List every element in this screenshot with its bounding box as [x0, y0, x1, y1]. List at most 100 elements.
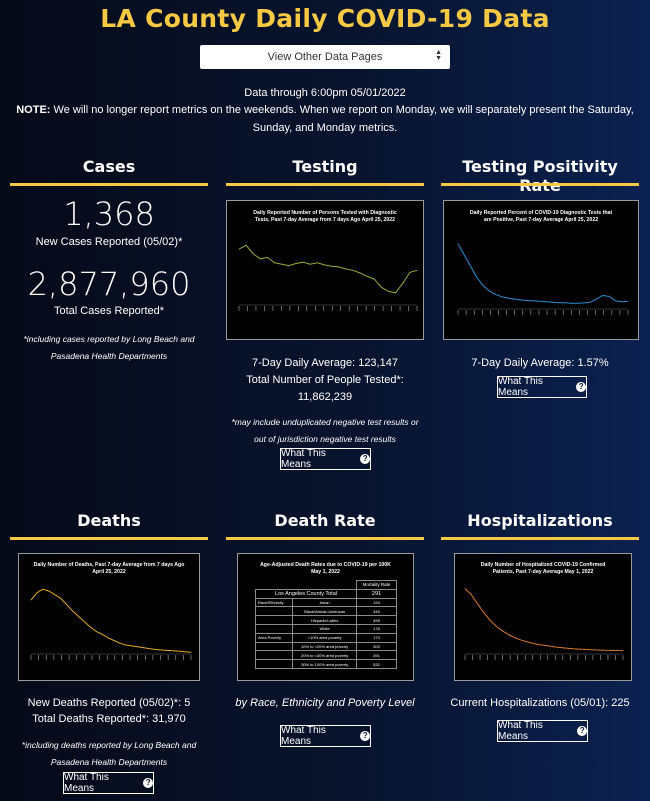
data-point [66, 604, 67, 605]
deaths-button-label: What This Means [64, 772, 109, 794]
data-point [482, 285, 484, 286]
deaths-rule [10, 537, 208, 540]
row-label: Asian [292, 597, 358, 608]
deaths-title: Deaths [77, 511, 141, 530]
testing-avg: 7-Day Daily Average: 123,147 [252, 357, 398, 369]
testing-button-label: What This Means [281, 448, 326, 470]
death-rate-table-title: Age-Adjusted Death Rates due to COVID-19… [260, 562, 391, 575]
row-label: 30% to 100% area poverty [292, 659, 358, 669]
data-point [608, 296, 610, 297]
data-point [589, 301, 591, 303]
data-point [137, 646, 139, 648]
data-point [190, 651, 192, 653]
data-point [572, 648, 573, 650]
data-point [267, 257, 268, 258]
positivity-what-this-means-button[interactable]: What This Means? [497, 376, 587, 398]
hospitalizations-title: Hospitalizations [467, 511, 613, 530]
data-point [616, 650, 618, 651]
data-point [416, 269, 418, 271]
data-point [366, 276, 368, 277]
group-cell [254, 623, 294, 634]
data-point [464, 588, 466, 589]
data-point [553, 646, 554, 648]
data-point [83, 621, 85, 622]
la-county-total-label: Los Angeles County Total [254, 588, 358, 599]
deaths-footnote: *including deaths reported by Long Beach… [21, 740, 197, 767]
testing-chart-plot [238, 244, 418, 311]
note-text: NOTE: We will no longer report metrics o… [8, 101, 642, 137]
row-label: Hispanic/Latino [292, 615, 358, 625]
data-point [42, 588, 44, 590]
deaths-what-this-means-button[interactable]: What This Means? [63, 772, 154, 794]
death-rate-rule [226, 537, 424, 540]
testing-rule [226, 183, 424, 186]
data-point [36, 592, 38, 594]
data-point [470, 265, 471, 267]
positivity-chart: Daily Reported Percent of COVID-19 Diagn… [443, 200, 639, 340]
data-point [615, 300, 616, 302]
data-point [316, 262, 318, 264]
positivity-button-label: What This Means [498, 376, 543, 398]
data-point [496, 626, 497, 628]
death-rate-table: Mortality Rate Los Angeles County Total 2… [254, 580, 397, 669]
data-point [113, 640, 115, 641]
death-rate-subtitle: by Race, Ethnicity and Poverty Level [235, 697, 415, 709]
group-cell [254, 650, 294, 661]
data-point [245, 244, 247, 246]
group-cell [254, 615, 294, 625]
testing-chart-title: Daily Reported Number of Persons Tested … [253, 210, 397, 223]
table-row: 10% to <20% area poverty 300 [254, 641, 397, 652]
question-icon: ? [577, 726, 587, 736]
deaths-total: Total Deaths Reported*: 31,970 [32, 713, 186, 725]
data-point [107, 637, 109, 639]
data-pages-select[interactable]: View Other Data Pages ▲ ▼ [200, 45, 450, 69]
data-point [577, 302, 579, 304]
data-point [602, 295, 604, 296]
series-line [30, 588, 192, 653]
data-point [131, 645, 133, 647]
data-point [534, 643, 535, 645]
data-point [295, 263, 297, 264]
testing-what-this-means-button[interactable]: What This Means? [280, 448, 371, 470]
table-row: Area Poverty <10% area poverty 173 [254, 632, 397, 643]
new-cases-number: 1,368 [63, 195, 155, 233]
cases-title: Cases [82, 157, 136, 176]
data-point [331, 265, 332, 267]
table-row: 30% to 100% area poverty 532 [254, 659, 397, 669]
data-point [507, 297, 509, 299]
hospitalizations-what-this-means-button[interactable]: What This Means? [497, 720, 588, 742]
positivity-rule [441, 183, 639, 186]
positivity-title: Testing Positivity Rate [462, 157, 618, 195]
row-label: <10% area poverty [292, 632, 358, 643]
data-point [338, 266, 340, 268]
hospitalizations-chart-plot [464, 588, 624, 660]
data-point [603, 649, 605, 651]
data-point [252, 253, 254, 255]
select-value: View Other Data Pages [267, 51, 383, 63]
data-point [558, 302, 560, 304]
death-rate-button-label: What This Means [281, 725, 326, 747]
death-rate-what-this-means-button[interactable]: What This Means? [280, 725, 371, 747]
data-point [345, 268, 347, 270]
group-cell [254, 641, 294, 652]
question-icon: ? [143, 778, 153, 788]
row-label: White [292, 623, 358, 634]
data-point [508, 634, 510, 636]
data-point [622, 650, 624, 651]
data-point [143, 647, 144, 649]
positivity-avg: 7-Day Daily Average: 1.57% [471, 357, 609, 369]
data-point [527, 641, 529, 643]
data-point [324, 264, 325, 266]
data-point [149, 648, 150, 649]
data-point [274, 262, 275, 264]
data-point [259, 258, 261, 260]
data-point [48, 590, 50, 592]
data-point [495, 294, 497, 295]
select-arrows-icon: ▲ ▼ [435, 49, 442, 62]
data-point [596, 298, 597, 300]
table-row: 20% to <30% area poverty 391 [254, 650, 397, 661]
row-value: 173 [356, 632, 397, 643]
data-point [565, 647, 567, 649]
la-county-total-value: 291 [356, 588, 397, 599]
data-point [172, 650, 174, 652]
